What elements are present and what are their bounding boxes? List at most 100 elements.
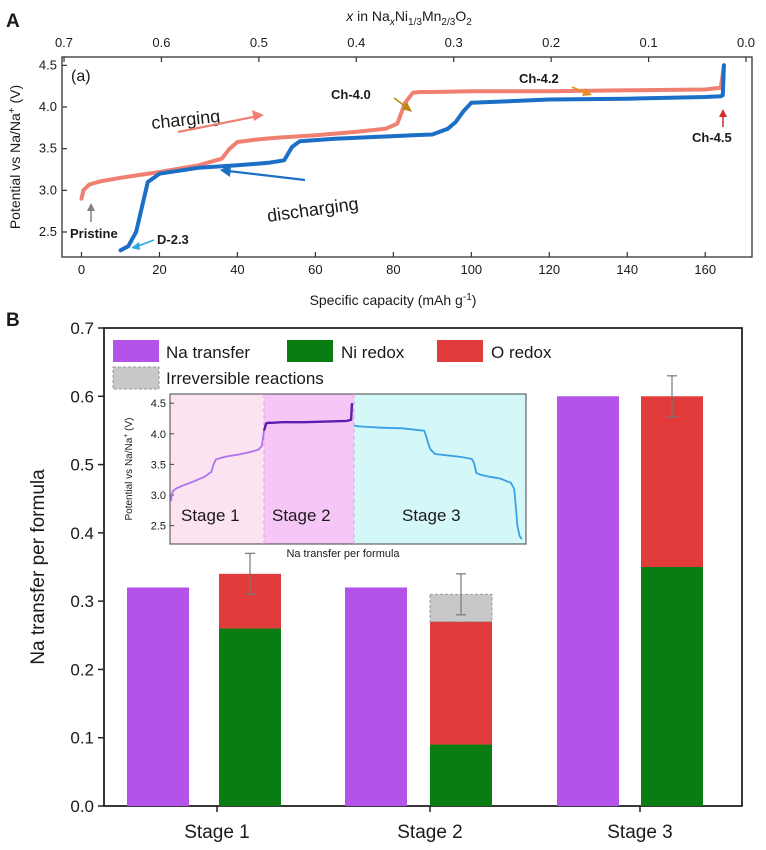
bar-ni-redox [430, 744, 492, 806]
inset-x-axis-title: Na transfer per formula [286, 548, 400, 560]
d23-label: D-2.3 [157, 232, 189, 247]
y-tick-label: 3.0 [39, 182, 57, 197]
top-axis-ticks: 0.7 0.6 0.5 0.4 0.3 0.2 0.1 0.0 [55, 35, 755, 62]
x-tick-label: 100 [460, 262, 482, 277]
panel-b-plot-frame [103, 327, 743, 807]
panel-b-y-axis-title: Na transfer per formula [28, 469, 49, 665]
top-tick-label: 0.3 [445, 35, 463, 50]
y-tick-label: 0.1 [70, 729, 94, 748]
legend-swatch-na [113, 340, 159, 362]
y-tick-label: 0.7 [70, 319, 94, 338]
bar-na-transfer [345, 587, 407, 806]
top-tick-label: 0.1 [640, 35, 658, 50]
y-tick-label: 0.0 [70, 797, 94, 816]
d23-arrow [137, 239, 155, 247]
ch40-arrow [393, 97, 406, 107]
y-tick-label: 4.5 [39, 57, 57, 72]
x-tick-label: 140 [616, 262, 638, 277]
ch42-arrowhead [582, 88, 592, 96]
top-tick-label: 0.5 [250, 35, 268, 50]
top-tick-label: 0.6 [152, 35, 170, 50]
inset-curve-stage1 [170, 430, 265, 502]
inset-y-ticks: 2.5 3.0 3.5 4.0 4.5 [151, 398, 174, 533]
series-line-charging [79, 63, 726, 201]
bar-o-redox [430, 621, 492, 745]
x-tick-label: 40 [230, 262, 244, 277]
pristine-arrowhead [87, 203, 95, 211]
charging-arrow [177, 114, 259, 134]
panel-a-plot-frame [61, 56, 753, 258]
inset-stage2-label: Stage 2 [272, 506, 331, 525]
x-tick-label: 60 [308, 262, 322, 277]
panel-a-axes: 0 20 40 60 80 100 120 140 160 2.5 3.0 3.5 4.0 4.5 [39, 57, 716, 277]
top-tick-label: 0.4 [347, 35, 365, 50]
inset-curve-stage3 [353, 424, 523, 540]
ch45-arrowhead [719, 109, 727, 117]
charging-label: charging [150, 106, 221, 133]
ch40-arrowhead [402, 102, 412, 112]
inset-stage1-label: Stage 1 [181, 506, 240, 525]
y-tick-label: 0.5 [70, 456, 94, 475]
x-tick-label: 0 [78, 262, 85, 277]
inset-chart: 2.53.03.54.04.5 Stage 1 Stage 2 Stage 3 … [123, 393, 527, 560]
discharging-arrow [227, 169, 306, 182]
legend-label-na: Na transfer [166, 343, 250, 362]
panel-a-curves [79, 63, 726, 253]
legend-label-irr: Irreversible reactions [166, 369, 324, 388]
inset-y-axis-title: Potential vs Na/Na+ (V) [123, 417, 135, 520]
y-tick-label: 0.6 [70, 387, 94, 406]
legend-swatch-ni [287, 340, 333, 362]
top-tick-label: 0.0 [737, 35, 755, 50]
inset-y-tick-label: 3.5 [151, 459, 166, 471]
ch42-label: Ch-4.2 [519, 71, 559, 86]
panel-b-bars [127, 375, 703, 806]
y-tick-label: 0.2 [70, 660, 94, 679]
category-label: Stage 3 [607, 822, 673, 843]
y-tick-label: 0.4 [70, 524, 94, 543]
panel-a-y-axis-title: Potential vs Na/Na+ (V) [7, 85, 23, 229]
d23-arrowhead [131, 242, 140, 250]
bar-na-transfer [557, 396, 619, 806]
x-tick-label: 160 [694, 262, 716, 277]
discharging-label: discharging [266, 193, 360, 226]
series-line-discharging [118, 63, 726, 253]
legend: Na transfer Ni redox O redox Irreversibl… [112, 340, 552, 390]
inset-stage2-band [264, 394, 354, 544]
charging-arrowhead [252, 110, 264, 121]
legend-label-o: O redox [491, 343, 552, 362]
inset-y-tick-label: 2.5 [151, 521, 166, 533]
inset-y-tick-label: 4.5 [151, 398, 166, 410]
x-tick-label: 80 [386, 262, 400, 277]
legend-swatch-o [437, 340, 483, 362]
top-tick-label: 0.2 [542, 35, 560, 50]
ch45-label: Ch-4.5 [692, 130, 732, 145]
panel-a-letter: A [6, 11, 20, 32]
x-tick-label: 120 [538, 262, 560, 277]
panel-b-axes: 0.0 0.1 0.2 0.3 0.4 0.5 0.6 0.7 Stage 1 Stage 2 St… [70, 319, 672, 843]
panel-a-sub-label: (a) [71, 68, 91, 85]
y-tick-label: 3.5 [39, 141, 57, 156]
legend-label-ni: Ni redox [341, 343, 405, 362]
ch42-arrow [571, 86, 585, 93]
top-tick-label: 0.7 [55, 35, 73, 50]
discharging-arrowhead [220, 165, 231, 177]
panel-b-letter: B [6, 310, 20, 331]
category-label: Stage 1 [184, 822, 250, 843]
inset-curve-stage2 [262, 403, 354, 432]
bar-ni-redox [219, 628, 281, 806]
inset-y-tick-label: 3.0 [151, 490, 166, 502]
y-tick-label: 4.0 [39, 99, 57, 114]
inset-stage3-band [354, 394, 526, 544]
legend-swatch-irr [112, 366, 160, 390]
bar-o-redox [641, 396, 703, 567]
inset-y-tick-label: 4.0 [151, 429, 166, 441]
inset-frame [169, 393, 527, 545]
inset-stage3-label: Stage 3 [402, 506, 461, 525]
bar-ni-redox [641, 567, 703, 806]
x-tick-label: 20 [152, 262, 166, 277]
pristine-label: Pristine [70, 226, 118, 241]
panel-a-x-axis-title: Specific capacity (mAh g-1) [310, 292, 477, 308]
y-tick-label: 2.5 [39, 224, 57, 239]
ch40-label: Ch-4.0 [331, 87, 371, 102]
y-tick-label: 0.3 [70, 592, 94, 611]
